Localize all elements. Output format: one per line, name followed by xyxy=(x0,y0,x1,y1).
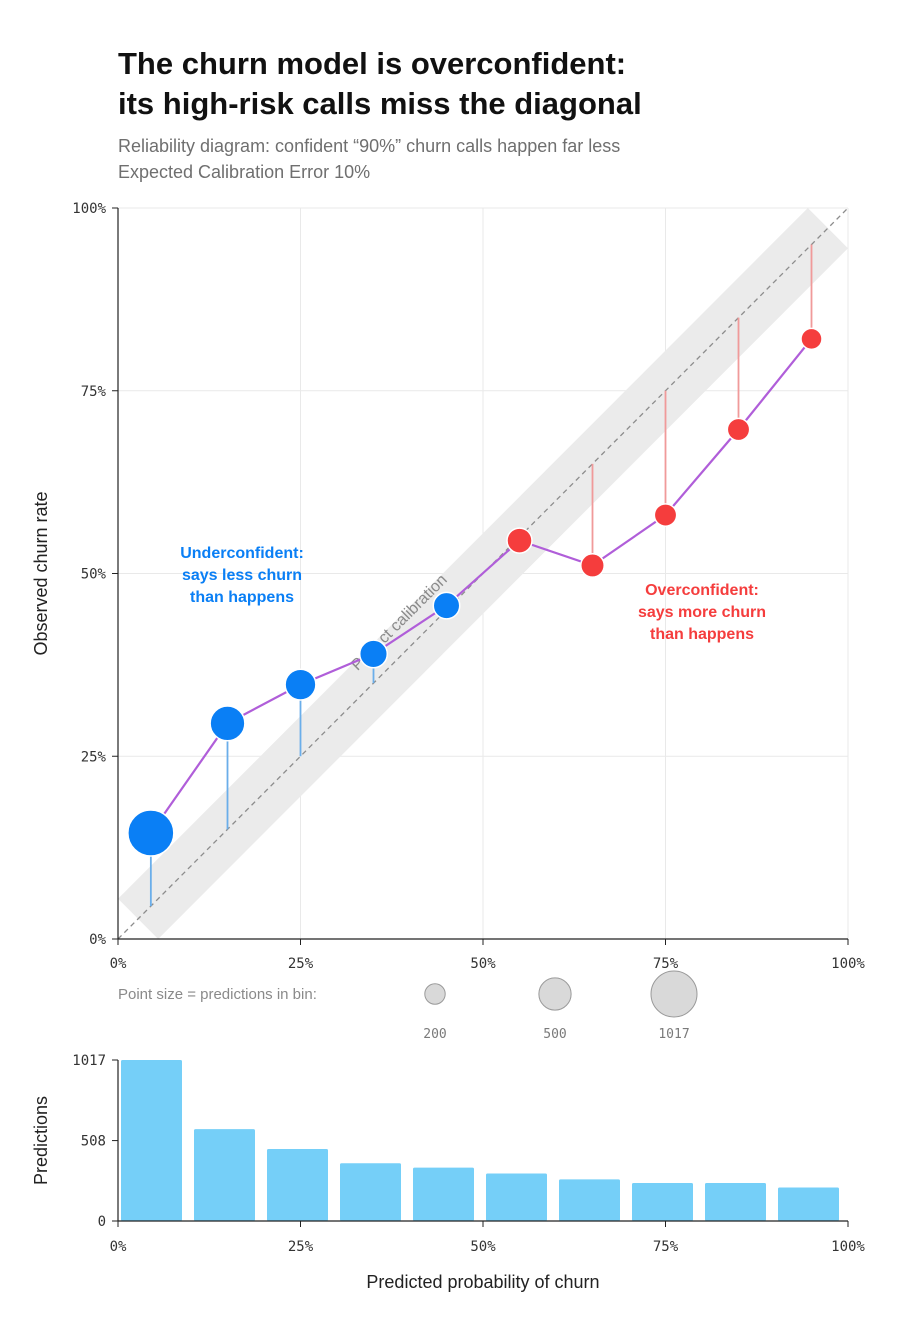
annotation-overconfident: says more churn xyxy=(638,604,766,621)
data-point-over xyxy=(800,327,823,351)
histogram-bar xyxy=(340,1163,401,1221)
y-tick-label: 100% xyxy=(72,201,106,217)
chart-title: The churn model is overconfident: its hi… xyxy=(118,44,878,124)
x-tick-label: 100% xyxy=(831,956,865,972)
size-legend-value: 500 xyxy=(543,1027,566,1042)
data-point-under xyxy=(209,705,246,742)
y-tick-label: 50% xyxy=(81,567,107,583)
data-point-over xyxy=(653,503,678,527)
size-legend-circle xyxy=(424,983,446,1005)
subtitle-line-1: Reliability diagram: confident “90%” chu… xyxy=(118,136,621,156)
annotation-underconfident: Underconfident: xyxy=(180,545,304,562)
y-axis-label: Observed churn rate xyxy=(31,491,51,655)
size-legend-value: 1017 xyxy=(658,1027,689,1042)
histogram-bar xyxy=(194,1129,255,1221)
histogram-bar xyxy=(413,1167,474,1221)
size-legend-label: Point size = predictions in bin: xyxy=(118,986,317,1003)
histogram-x-tick-label: 25% xyxy=(288,1239,314,1255)
x-tick-label: 50% xyxy=(470,956,496,972)
size-legend-value: 200 xyxy=(423,1027,446,1042)
histogram-bar xyxy=(486,1173,547,1221)
title-line-1: The churn model is overconfident: xyxy=(118,46,627,81)
data-point-over xyxy=(506,527,533,554)
histogram-bar xyxy=(267,1148,328,1221)
annotation-overconfident: than happens xyxy=(650,626,754,643)
chart-subtitle: Reliability diagram: confident “90%” chu… xyxy=(118,133,878,185)
histogram-y-tick-label: 0 xyxy=(98,1214,106,1230)
data-point-under xyxy=(284,668,317,701)
title-line-2: its high-risk calls miss the diagonal xyxy=(118,86,642,121)
histogram-y-axis-label: Predictions xyxy=(31,1096,51,1185)
x-tick-label: 25% xyxy=(288,956,314,972)
y-tick-label: 25% xyxy=(81,749,107,765)
x-axis-label: Predicted probability of churn xyxy=(366,1272,599,1292)
histogram-bar xyxy=(121,1060,182,1221)
y-tick-label: 75% xyxy=(81,384,107,400)
data-point-under xyxy=(432,591,461,620)
size-legend-circle xyxy=(538,977,572,1011)
histogram-x-tick-label: 50% xyxy=(470,1239,496,1255)
data-point-over xyxy=(580,553,605,578)
histogram-y-tick-label: 508 xyxy=(81,1134,106,1150)
x-tick-label: 75% xyxy=(653,956,679,972)
subtitle-line-2: Expected Calibration Error 10% xyxy=(118,162,371,182)
histogram-x-tick-label: 75% xyxy=(653,1239,679,1255)
y-tick-label: 0% xyxy=(89,932,106,948)
data-point-over xyxy=(726,417,751,442)
histogram-bar xyxy=(778,1187,839,1221)
histogram-x-tick-label: 0% xyxy=(110,1239,127,1255)
histogram-y-tick-label: 1017 xyxy=(72,1053,106,1069)
histogram-bar xyxy=(559,1179,620,1221)
annotation-underconfident: than happens xyxy=(190,589,294,606)
annotation-overconfident: Overconfident: xyxy=(645,582,759,599)
reliability-curve xyxy=(149,338,813,834)
histogram-x-tick-label: 100% xyxy=(831,1239,865,1255)
histogram-bar xyxy=(705,1183,766,1221)
data-point-under xyxy=(358,639,389,669)
x-tick-label: 0% xyxy=(110,956,127,972)
size-legend-circle xyxy=(650,970,698,1018)
data-point-under xyxy=(127,809,175,857)
histogram-bar xyxy=(632,1183,693,1221)
annotation-underconfident: says less churn xyxy=(182,567,302,584)
